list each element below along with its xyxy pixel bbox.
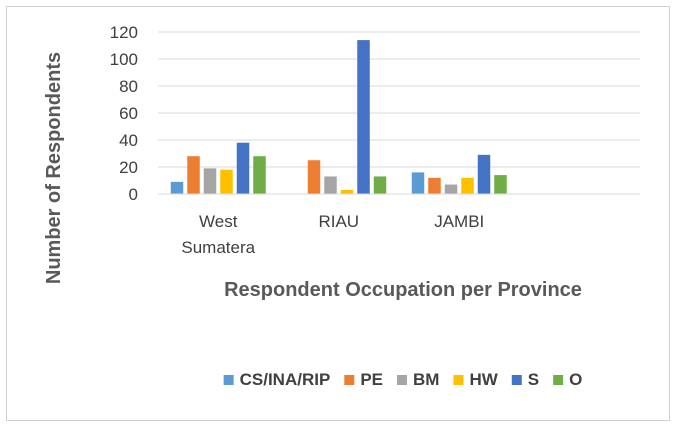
legend-swatch xyxy=(553,375,564,385)
x-axis-title: Respondent Occupation per Province xyxy=(224,279,582,301)
y-tick-label: 60 xyxy=(119,104,138,123)
y-tick-label: 100 xyxy=(110,50,138,69)
x-axis-categories: West Sumatera RIAU JAMBI xyxy=(181,212,484,257)
bar-bm-riau xyxy=(324,176,337,194)
legend-swatch xyxy=(511,375,522,385)
bar-bm-jambi xyxy=(444,184,458,194)
bar-s-west-sumatera xyxy=(236,142,250,194)
bar-o-west-sumatera xyxy=(253,156,266,194)
y-tick-label: 120 xyxy=(110,23,138,42)
y-tick-label: 80 xyxy=(119,77,138,96)
chart-frame xyxy=(6,6,670,421)
bar-pe-jambi xyxy=(428,177,441,194)
x-category-label: RIAU xyxy=(318,212,359,231)
bar-cs-ina-rip-west-sumatera xyxy=(170,181,184,194)
bar-pe-riau xyxy=(307,160,321,194)
legend-label: PE xyxy=(360,370,383,389)
legend-swatch xyxy=(453,375,464,385)
bar-o-jambi xyxy=(494,175,507,194)
bar-s-jambi xyxy=(477,154,491,194)
bar-s-riau xyxy=(357,40,370,194)
legend-swatch xyxy=(223,375,234,385)
legend: CS/INA/RIP PE BM HW S O xyxy=(223,370,582,389)
legend-label: HW xyxy=(469,370,498,389)
legend-label: BM xyxy=(413,370,439,389)
legend-swatch xyxy=(397,375,408,385)
bar-bm-west-sumatera xyxy=(203,168,217,194)
bars xyxy=(170,40,507,194)
y-tick-label: 20 xyxy=(119,158,138,177)
x-category-label: Sumatera xyxy=(181,238,255,257)
y-axis-ticks: 0 20 40 60 80 100 120 xyxy=(110,23,138,204)
bar-cs-ina-rip-jambi xyxy=(411,172,425,194)
legend-label: CS/INA/RIP xyxy=(240,370,331,389)
x-category-label: JAMBI xyxy=(434,212,484,231)
bar-hw-riau xyxy=(340,189,354,194)
y-axis-title: Number of Respondents xyxy=(43,52,65,284)
legend-label: S xyxy=(528,370,539,389)
x-category-label: West xyxy=(199,212,238,231)
legend-label: O xyxy=(569,370,582,389)
bar-hw-jambi xyxy=(461,177,474,194)
y-tick-label: 40 xyxy=(119,131,138,150)
bar-pe-west-sumatera xyxy=(187,156,200,194)
legend-swatch xyxy=(344,375,355,385)
gridlines xyxy=(158,31,640,168)
y-tick-label: 0 xyxy=(129,185,138,204)
bar-hw-west-sumatera xyxy=(220,169,233,194)
bar-o-riau xyxy=(373,176,387,194)
